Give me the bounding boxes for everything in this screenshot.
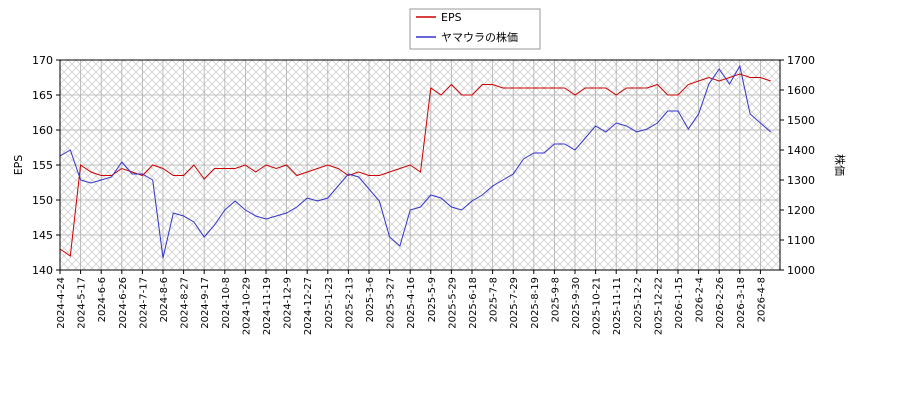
x-tick-label: 2026-1-15	[674, 277, 685, 329]
x-tick-label: 2025-4-16	[406, 277, 417, 329]
line-series	[59, 64, 772, 259]
x-tick-label: 2025-12-2	[633, 277, 644, 329]
y-tick-label: 145	[32, 229, 53, 242]
y-tick-label: 165	[32, 89, 53, 102]
y2-axis-label: 株価	[833, 154, 847, 176]
x-tick-label: 2024-6-6	[97, 277, 108, 322]
y-axis-label: EPS	[12, 155, 25, 176]
x-tick-label: 2025-10-21	[592, 277, 603, 335]
y2-tick-label: 1700	[787, 54, 815, 67]
x-tick-label: 2024-10-8	[221, 277, 232, 329]
y2-tick-label: 1200	[787, 204, 815, 217]
x-tick-label: 2026-2-4	[695, 277, 706, 322]
x-tick-label: 2025-2-13	[344, 277, 355, 329]
legend-label: EPS	[441, 11, 462, 24]
x-tick-label: 2025-11-11	[612, 277, 623, 335]
x-tick-label: 2024-11-19	[262, 277, 273, 335]
legend: EPS ヤマウラの株価	[409, 8, 541, 50]
x-tick-label: 2024-4-24	[56, 277, 67, 329]
x-tick-label: 2025-7-8	[489, 277, 500, 322]
y2-tick-label: 1400	[787, 144, 815, 157]
y2-tick-label: 1300	[787, 174, 815, 187]
x-tick-label: 2025-7-29	[509, 277, 520, 329]
y-tick-label: 155	[32, 159, 53, 172]
x-tick-label: 2025-9-8	[550, 277, 561, 322]
x-tick-label: 2026-4-8	[756, 277, 767, 322]
x-tick-label: 2025-9-30	[571, 277, 582, 329]
legend-box	[409, 8, 541, 50]
x-tick-label: 2026-2-26	[715, 277, 726, 329]
x-tick-label: 2024-8-27	[180, 277, 191, 329]
x-tick-label: 2024-10-29	[241, 277, 252, 335]
y-tick-label: 170	[32, 54, 53, 67]
x-tick-label: 2024-8-6	[159, 277, 170, 322]
line-series	[59, 73, 771, 257]
x-tick-label: 2025-5-29	[447, 277, 458, 329]
y2-tick-label: 1000	[787, 264, 815, 277]
y-tick-label: 150	[32, 194, 53, 207]
x-tick-label: 2025-1-23	[324, 277, 335, 329]
x-tick-label: 2025-5-9	[427, 277, 438, 322]
y2-tick-label: 1500	[787, 114, 815, 127]
legend-label: ヤマウラの株価	[441, 30, 518, 44]
x-tick-label: 2025-8-19	[530, 277, 541, 329]
x-tick-label: 2025-3-6	[365, 277, 376, 322]
x-tick-label: 2025-3-27	[386, 277, 397, 329]
x-tick-label: 2024-9-17	[200, 277, 211, 329]
x-tick-label: 2024-6-26	[118, 277, 129, 329]
y2-tick-label: 1600	[787, 84, 815, 97]
x-tick-label: 2024-12-9	[283, 277, 294, 329]
x-tick-label: 2025-12-22	[653, 277, 664, 335]
x-tick-label: 2024-7-17	[138, 277, 149, 329]
x-tick-label: 2024-5-17	[77, 277, 88, 329]
y2-tick-label: 1100	[787, 234, 815, 247]
plot-frame	[59, 59, 781, 271]
y-tick-label: 140	[32, 264, 53, 277]
x-tick-label: 2024-12-27	[303, 277, 314, 335]
x-tick-label: 2025-6-18	[468, 277, 479, 329]
x-tick-label: 2026-3-18	[736, 277, 747, 329]
y-tick-label: 160	[32, 124, 53, 137]
